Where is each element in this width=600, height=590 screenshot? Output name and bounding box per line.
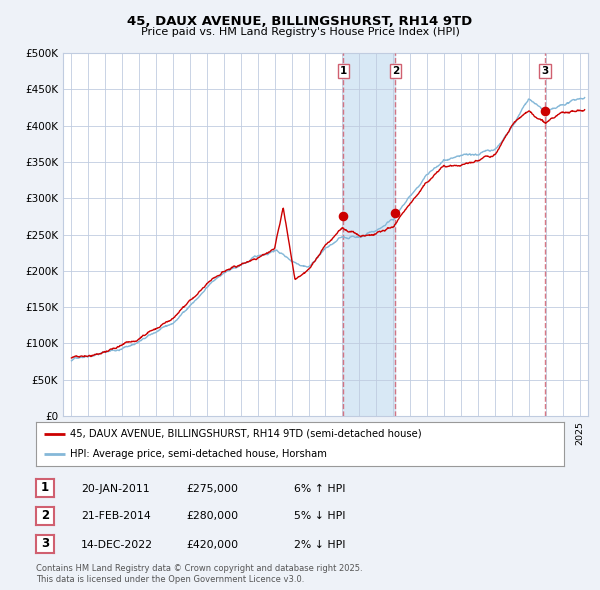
Text: This data is licensed under the Open Government Licence v3.0.: This data is licensed under the Open Gov…	[36, 575, 304, 584]
Text: 20-JAN-2011: 20-JAN-2011	[81, 484, 149, 494]
Text: 2: 2	[41, 509, 49, 522]
Text: 3: 3	[541, 66, 548, 76]
Text: £280,000: £280,000	[186, 512, 238, 522]
Text: 1: 1	[340, 66, 347, 76]
Text: £420,000: £420,000	[186, 540, 238, 550]
Bar	[343, 53, 395, 416]
Text: 45, DAUX AVENUE, BILLINGSHURST, RH14 9TD: 45, DAUX AVENUE, BILLINGSHURST, RH14 9TD	[127, 15, 473, 28]
Text: 1: 1	[41, 481, 49, 494]
Text: £275,000: £275,000	[186, 484, 238, 494]
Text: 14-DEC-2022: 14-DEC-2022	[81, 540, 153, 550]
Text: 6% ↑ HPI: 6% ↑ HPI	[294, 484, 346, 494]
Text: 2: 2	[392, 66, 399, 76]
Point	[338, 212, 348, 221]
Point	[391, 208, 400, 218]
Text: HPI: Average price, semi-detached house, Horsham: HPI: Average price, semi-detached house,…	[70, 449, 327, 459]
Text: 3: 3	[41, 537, 49, 550]
Point	[540, 106, 550, 116]
Text: Price paid vs. HM Land Registry's House Price Index (HPI): Price paid vs. HM Land Registry's House …	[140, 27, 460, 37]
Text: 5% ↓ HPI: 5% ↓ HPI	[294, 512, 346, 522]
Text: 45, DAUX AVENUE, BILLINGSHURST, RH14 9TD (semi-detached house): 45, DAUX AVENUE, BILLINGSHURST, RH14 9TD…	[70, 429, 422, 439]
Text: 21-FEB-2014: 21-FEB-2014	[81, 512, 151, 522]
Text: Contains HM Land Registry data © Crown copyright and database right 2025.: Contains HM Land Registry data © Crown c…	[36, 565, 362, 573]
Text: 2% ↓ HPI: 2% ↓ HPI	[294, 540, 346, 550]
